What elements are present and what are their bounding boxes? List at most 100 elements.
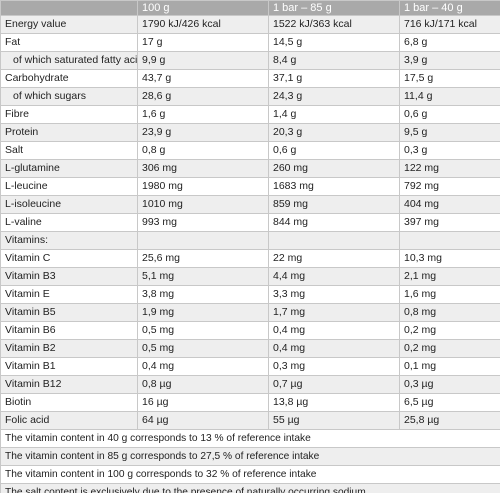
value-per-100g: 5,1 mg xyxy=(137,267,269,286)
value-per-100g: 25,6 mg xyxy=(137,249,269,268)
value-per-40g-bar: 0,2 mg xyxy=(399,321,500,340)
value-per-40g-bar: 6,5 µg xyxy=(399,393,500,412)
value-per-100g: 306 mg xyxy=(137,159,269,178)
value-per-100g: 1,6 g xyxy=(137,105,269,124)
value-per-40g-bar: 1,6 mg xyxy=(399,285,500,304)
value-per-40g-bar: 397 mg xyxy=(399,213,500,232)
value-per-40g-bar: 6,8 g xyxy=(399,33,500,52)
table-row: Carbohydrate 43,7 g 37,1 g 17,5 g xyxy=(0,69,500,88)
nutrient-label: Salt xyxy=(0,141,138,160)
value-per-40g-bar: 0,3 µg xyxy=(399,375,500,394)
value-per-85g-bar: 1683 mg xyxy=(268,177,400,196)
table-row: Energy value 1790 kJ/426 kcal 1522 kJ/363 … xyxy=(0,15,500,34)
header-cell-100g: 100 g xyxy=(137,0,269,16)
table-row: Folic acid 64 µg 55 µg 25,8 µg xyxy=(0,411,500,430)
value-per-85g-bar: 8,4 g xyxy=(268,51,400,70)
value-per-85g-bar xyxy=(268,231,400,250)
table-row: Vitamin E 3,8 mg 3,3 mg 1,6 mg xyxy=(0,285,500,304)
value-per-85g-bar: 3,3 mg xyxy=(268,285,400,304)
value-per-100g: 3,8 mg xyxy=(137,285,269,304)
table-row: Vitamin B5 1,9 mg 1,7 mg 0,8 mg xyxy=(0,303,500,322)
nutrient-label: of which sugars xyxy=(0,87,138,106)
value-per-85g-bar: 22 mg xyxy=(268,249,400,268)
footnote-text: The vitamin content in 85 g corresponds … xyxy=(0,447,500,466)
value-per-100g: 64 µg xyxy=(137,411,269,430)
value-per-40g-bar: 404 mg xyxy=(399,195,500,214)
table-row: L-leucine 1980 mg 1683 mg 792 mg xyxy=(0,177,500,196)
note-row: The vitamin content in 85 g corresponds … xyxy=(0,447,500,466)
note-row: The vitamin content in 40 g corresponds … xyxy=(0,429,500,448)
footnote-text: The salt content is exclusively due to t… xyxy=(0,483,500,493)
footnote-text: The vitamin content in 100 g corresponds… xyxy=(0,465,500,484)
value-per-100g: 23,9 g xyxy=(137,123,269,142)
value-per-100g: 0,4 mg xyxy=(137,357,269,376)
table-row: Protein 23,9 g 20,3 g 9,5 g xyxy=(0,123,500,142)
value-per-40g-bar: 0,6 g xyxy=(399,105,500,124)
value-per-40g-bar: 17,5 g xyxy=(399,69,500,88)
value-per-40g-bar: 0,2 mg xyxy=(399,339,500,358)
table-row: Fibre 1,6 g 1,4 g 0,6 g xyxy=(0,105,500,124)
nutrition-table-header: 100 g 1 bar – 85 g 1 bar – 40 g xyxy=(0,0,500,16)
value-per-100g: 0,8 µg xyxy=(137,375,269,394)
value-per-85g-bar: 1,7 mg xyxy=(268,303,400,322)
value-per-100g: 0,8 g xyxy=(137,141,269,160)
table-row: Vitamin C 25,6 mg 22 mg 10,3 mg xyxy=(0,249,500,268)
value-per-100g: 1790 kJ/426 kcal xyxy=(137,15,269,34)
value-per-100g: 1980 mg xyxy=(137,177,269,196)
value-per-40g-bar: 10,3 mg xyxy=(399,249,500,268)
value-per-85g-bar: 1522 kJ/363 kcal xyxy=(268,15,400,34)
table-row: of which sugars 28,6 g 24,3 g 11,4 g xyxy=(0,87,500,106)
value-per-100g: 17 g xyxy=(137,33,269,52)
value-per-85g-bar: 20,3 g xyxy=(268,123,400,142)
value-per-85g-bar: 13,8 µg xyxy=(268,393,400,412)
value-per-85g-bar: 844 mg xyxy=(268,213,400,232)
value-per-40g-bar xyxy=(399,231,500,250)
value-per-100g: 43,7 g xyxy=(137,69,269,88)
note-row: The salt content is exclusively due to t… xyxy=(0,483,500,493)
value-per-85g-bar: 24,3 g xyxy=(268,87,400,106)
value-per-40g-bar: 0,8 mg xyxy=(399,303,500,322)
value-per-40g-bar: 0,3 g xyxy=(399,141,500,160)
nutrient-label: Vitamin E xyxy=(0,285,138,304)
nutrient-label: Fibre xyxy=(0,105,138,124)
nutrient-label: Fat xyxy=(0,33,138,52)
nutrient-label: Vitamin B6 xyxy=(0,321,138,340)
table-row: Vitamin B12 0,8 µg 0,7 µg 0,3 µg xyxy=(0,375,500,394)
nutrient-label: Vitamin B1 xyxy=(0,357,138,376)
value-per-85g-bar: 55 µg xyxy=(268,411,400,430)
value-per-40g-bar: 122 mg xyxy=(399,159,500,178)
table-row: Vitamin B6 0,5 mg 0,4 mg 0,2 mg xyxy=(0,321,500,340)
nutrient-label: Vitamin B2 xyxy=(0,339,138,358)
value-per-40g-bar: 2,1 mg xyxy=(399,267,500,286)
value-per-85g-bar: 4,4 mg xyxy=(268,267,400,286)
table-row: Biotin 16 µg 13,8 µg 6,5 µg xyxy=(0,393,500,412)
value-per-40g-bar: 0,1 mg xyxy=(399,357,500,376)
table-row: Salt 0,8 g 0,6 g 0,3 g xyxy=(0,141,500,160)
table-row: Vitamin B3 5,1 mg 4,4 mg 2,1 mg xyxy=(0,267,500,286)
value-per-85g-bar: 0,3 mg xyxy=(268,357,400,376)
value-per-40g-bar: 9,5 g xyxy=(399,123,500,142)
value-per-85g-bar: 0,7 µg xyxy=(268,375,400,394)
header-cell-40g: 1 bar – 40 g xyxy=(399,0,500,16)
nutrient-label: of which saturated fatty acids xyxy=(0,51,138,70)
value-per-85g-bar: 37,1 g xyxy=(268,69,400,88)
nutrient-label: Vitamin C xyxy=(0,249,138,268)
value-per-100g: 1,9 mg xyxy=(137,303,269,322)
nutrient-label: L-glutamine xyxy=(0,159,138,178)
nutrient-label: Vitamins: xyxy=(0,231,138,250)
value-per-85g-bar: 260 mg xyxy=(268,159,400,178)
nutrient-label: Carbohydrate xyxy=(0,69,138,88)
nutrient-label: Folic acid xyxy=(0,411,138,430)
header-cell-85g: 1 bar – 85 g xyxy=(268,0,400,16)
value-per-40g-bar: 25,8 µg xyxy=(399,411,500,430)
table-row: L-isoleucine 1010 mg 859 mg 404 mg xyxy=(0,195,500,214)
table-row: Fat 17 g 14,5 g 6,8 g xyxy=(0,33,500,52)
header-row: 100 g 1 bar – 85 g 1 bar – 40 g xyxy=(0,0,500,16)
value-per-40g-bar: 792 mg xyxy=(399,177,500,196)
value-per-100g: 0,5 mg xyxy=(137,339,269,358)
nutrient-label: L-leucine xyxy=(0,177,138,196)
value-per-85g-bar: 0,6 g xyxy=(268,141,400,160)
value-per-100g: 0,5 mg xyxy=(137,321,269,340)
